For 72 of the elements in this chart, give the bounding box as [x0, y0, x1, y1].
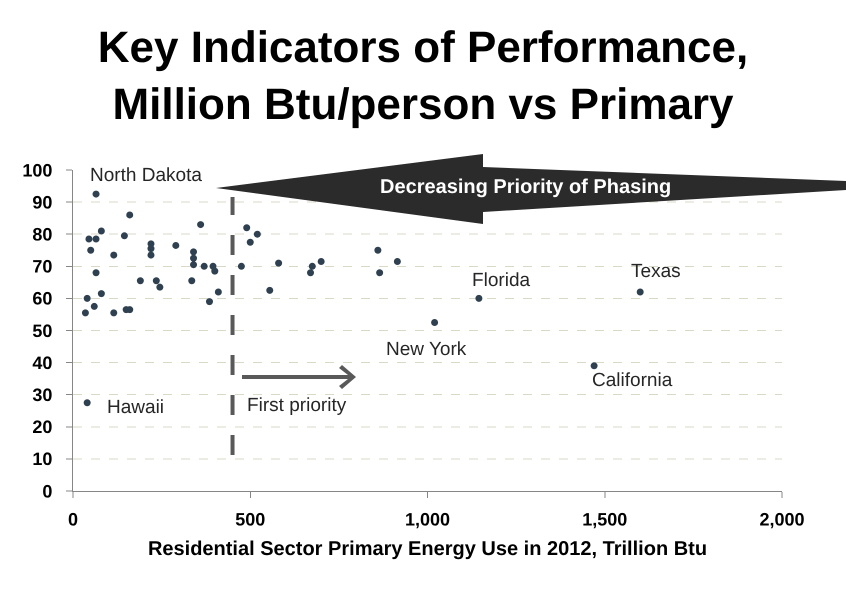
point	[156, 284, 164, 291]
x-tick-label: 2,000	[759, 510, 805, 530]
point	[318, 258, 325, 265]
point	[374, 246, 382, 254]
point	[126, 211, 134, 218]
point	[90, 302, 98, 310]
point	[98, 290, 105, 298]
point	[152, 277, 160, 284]
point	[636, 288, 644, 296]
annotation: Hawaii	[107, 397, 164, 418]
y-tick-label: 70	[32, 256, 52, 277]
point	[246, 238, 254, 246]
point	[120, 232, 128, 240]
point	[190, 248, 198, 256]
point	[147, 245, 154, 252]
y-tick-label: 0	[42, 481, 52, 502]
point	[190, 254, 198, 262]
x-tick-label: 500	[235, 510, 266, 530]
point	[92, 190, 100, 198]
point	[84, 399, 91, 406]
point	[376, 269, 384, 276]
y-tick-label: 30	[32, 385, 52, 405]
point	[307, 269, 314, 276]
point	[85, 236, 92, 243]
point	[590, 362, 598, 370]
point	[82, 309, 89, 316]
point	[238, 262, 245, 270]
annotation: First priority	[247, 395, 347, 416]
point	[266, 286, 274, 294]
x-axis-title: Residential Sector Primary Energy Use in 2012, Trillion Btu	[148, 538, 708, 560]
y-tick-label: 100	[22, 160, 52, 180]
point	[110, 309, 118, 316]
point	[190, 261, 198, 268]
y-tick-label: 90	[32, 192, 52, 212]
point	[214, 288, 222, 296]
chart-title: Key Indicators of Performance, Million Btu/person vs Primary	[98, 23, 748, 130]
annotation: Florida	[472, 270, 531, 291]
y-tick-label: 40	[32, 352, 52, 373]
point	[197, 221, 204, 228]
point	[275, 260, 282, 267]
annotation: New York	[386, 339, 467, 360]
point	[87, 246, 94, 254]
x-tick-label: 1,500	[582, 510, 628, 530]
y-tick-label: 80	[32, 224, 52, 244]
point	[206, 298, 213, 306]
point	[394, 258, 401, 265]
point	[188, 277, 196, 284]
y-tick-label: 50	[32, 320, 52, 341]
point	[92, 269, 100, 276]
point	[211, 268, 218, 275]
annotation: North Dakota	[90, 165, 202, 186]
point	[172, 242, 180, 249]
y-tick-label: 60	[32, 288, 52, 309]
point	[136, 277, 144, 284]
point	[110, 252, 118, 259]
point	[475, 294, 482, 302]
point	[147, 252, 154, 259]
point	[98, 227, 105, 234]
point	[84, 294, 91, 302]
x-tick-label: 1,000	[404, 510, 450, 530]
x-tick-label: 0	[68, 510, 78, 530]
point	[200, 262, 208, 270]
y-tick-label: 10	[32, 449, 52, 470]
annotation: California	[592, 370, 673, 391]
point	[431, 318, 438, 326]
point	[308, 262, 316, 270]
point	[243, 224, 250, 232]
annotation: Decreasing Priority of Phasing	[380, 176, 672, 198]
point	[92, 236, 100, 243]
y-tick-label: 20	[32, 417, 52, 438]
annotation: Texas	[631, 261, 681, 282]
point	[254, 230, 261, 238]
